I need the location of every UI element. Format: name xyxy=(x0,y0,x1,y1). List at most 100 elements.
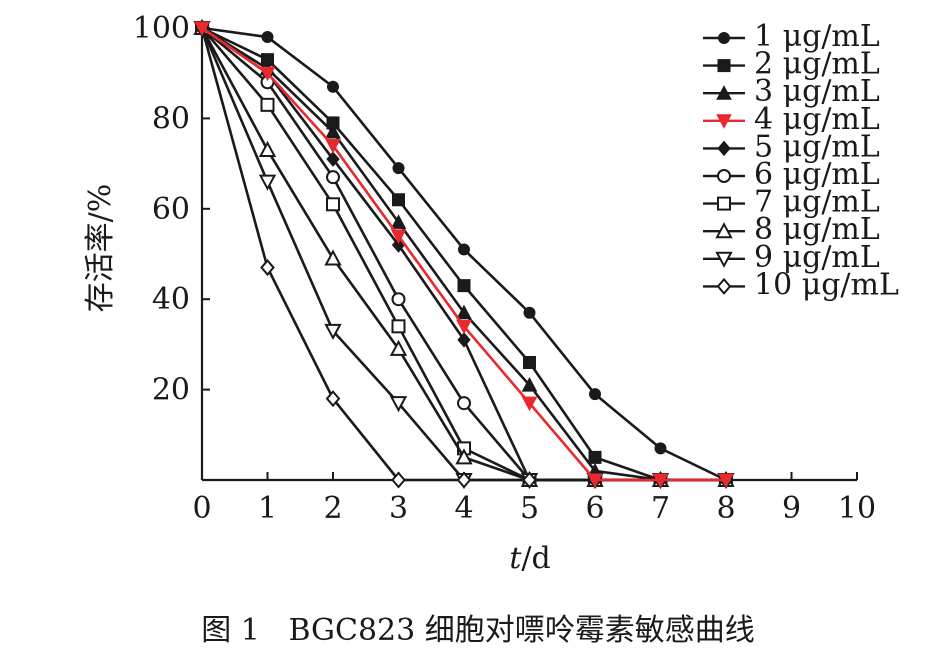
legend-marker xyxy=(718,32,730,44)
x-tick-label: 3 xyxy=(389,491,408,526)
figure-caption: 图 1 BGC823 细胞对嘌呤霉素敏感曲线 xyxy=(201,613,755,648)
legend-item: 9 μg/mL xyxy=(703,240,880,275)
legend-marker xyxy=(716,277,732,295)
data-point xyxy=(392,162,405,175)
data-point xyxy=(521,396,538,412)
data-point xyxy=(260,97,275,112)
data-point xyxy=(457,396,471,411)
data-point xyxy=(654,442,667,455)
legend-item: 10 μg/mL xyxy=(703,267,899,302)
legend: 1 μg/mL2 μg/mL3 μg/mL4 μg/mL5 μg/mL6 μg/… xyxy=(703,19,899,302)
data-point xyxy=(392,193,405,207)
legend-label: 9 μg/mL xyxy=(754,240,880,275)
data-point xyxy=(325,139,341,154)
data-point xyxy=(258,174,277,191)
x-tick-label: 1 xyxy=(258,491,277,526)
axis-titles: 存活率/% t/d 图 1 BGC823 细胞对嘌呤霉素敏感曲线 xyxy=(83,184,755,648)
legend-marker xyxy=(715,251,733,268)
data-point xyxy=(588,450,602,464)
data-point xyxy=(325,390,341,408)
data-point xyxy=(260,259,275,277)
data-point xyxy=(458,243,470,256)
x-tick-label: 9 xyxy=(782,491,801,526)
data-point xyxy=(389,339,408,356)
legend-label: 2 μg/mL xyxy=(754,47,880,82)
x-tick-label: 6 xyxy=(585,491,604,526)
legend-item: 7 μg/mL xyxy=(703,185,880,220)
data-point xyxy=(456,471,472,489)
data-point xyxy=(390,214,407,229)
legend-label: 5 μg/mL xyxy=(754,129,880,164)
y-tick-label: 80 xyxy=(152,101,190,136)
data-point xyxy=(325,123,341,139)
data-point xyxy=(718,473,734,489)
series-1 xyxy=(196,22,732,486)
y-tick-label: 60 xyxy=(152,192,190,227)
data-point xyxy=(523,306,536,319)
data-point xyxy=(457,332,471,348)
legend-item: 6 μg/mL xyxy=(703,157,880,192)
legend-label: 10 μg/mL xyxy=(754,267,899,302)
data-series xyxy=(193,18,735,490)
data-point xyxy=(261,31,274,44)
data-point xyxy=(324,249,342,266)
data-point xyxy=(327,80,339,93)
data-point xyxy=(589,388,601,401)
legend-item: 4 μg/mL xyxy=(703,102,880,137)
data-point xyxy=(390,229,407,244)
legend-marker xyxy=(717,140,731,157)
data-point xyxy=(259,66,276,82)
legend-label: 8 μg/mL xyxy=(754,212,880,247)
data-point xyxy=(391,471,406,489)
data-point xyxy=(457,279,471,293)
data-point xyxy=(523,355,536,369)
data-point xyxy=(326,197,340,212)
legend-marker xyxy=(716,85,732,100)
data-point xyxy=(326,170,340,185)
legend-label: 7 μg/mL xyxy=(754,185,880,220)
legend-item: 1 μg/mL xyxy=(703,19,880,54)
y-axis-label: 存活率/% xyxy=(83,184,118,313)
legend-label: 3 μg/mL xyxy=(754,74,880,109)
x-tick-label: 2 xyxy=(323,491,342,526)
data-point xyxy=(456,319,472,335)
legend-marker xyxy=(715,222,733,239)
x-tick-label: 10 xyxy=(838,491,876,526)
legend-item: 8 μg/mL xyxy=(703,212,880,247)
y-tick-label: 40 xyxy=(152,282,190,317)
data-point xyxy=(391,319,406,334)
y-tick-label: 20 xyxy=(152,373,190,408)
legend-label: 4 μg/mL xyxy=(754,102,880,137)
data-point xyxy=(258,140,277,158)
legend-marker xyxy=(717,196,731,211)
legend-item: 3 μg/mL xyxy=(703,74,880,109)
legend-marker xyxy=(716,114,732,129)
data-point xyxy=(194,21,210,37)
data-point xyxy=(456,304,472,320)
legend-item: 2 μg/mL xyxy=(703,47,880,82)
y-tick-label: 100 xyxy=(133,11,190,46)
tick-labels: 0 1 2 3 4 5 6 7 8 9 10 20 40 60 80 100 xyxy=(133,11,876,526)
data-point xyxy=(389,396,408,413)
data-point xyxy=(587,473,603,489)
x-axis-unit: /d xyxy=(521,541,550,576)
x-tick-label: 0 xyxy=(192,491,211,526)
series-4 xyxy=(194,21,734,489)
x-tick-label: 8 xyxy=(716,491,735,526)
x-axis-variable: t xyxy=(509,541,522,576)
legend-label: 6 μg/mL xyxy=(754,157,880,192)
data-point xyxy=(391,292,406,307)
data-point xyxy=(522,471,537,489)
data-point xyxy=(326,151,340,167)
data-point xyxy=(324,323,342,340)
x-tick-label: 7 xyxy=(651,491,670,526)
x-tick-label: 4 xyxy=(454,491,473,526)
data-point xyxy=(521,377,538,392)
legend-item: 5 μg/mL xyxy=(703,129,880,164)
legend-marker xyxy=(717,169,731,183)
legend-marker xyxy=(717,59,731,73)
data-point xyxy=(652,473,669,489)
legend-label: 1 μg/mL xyxy=(754,19,880,54)
x-tick-label: 5 xyxy=(520,491,539,526)
